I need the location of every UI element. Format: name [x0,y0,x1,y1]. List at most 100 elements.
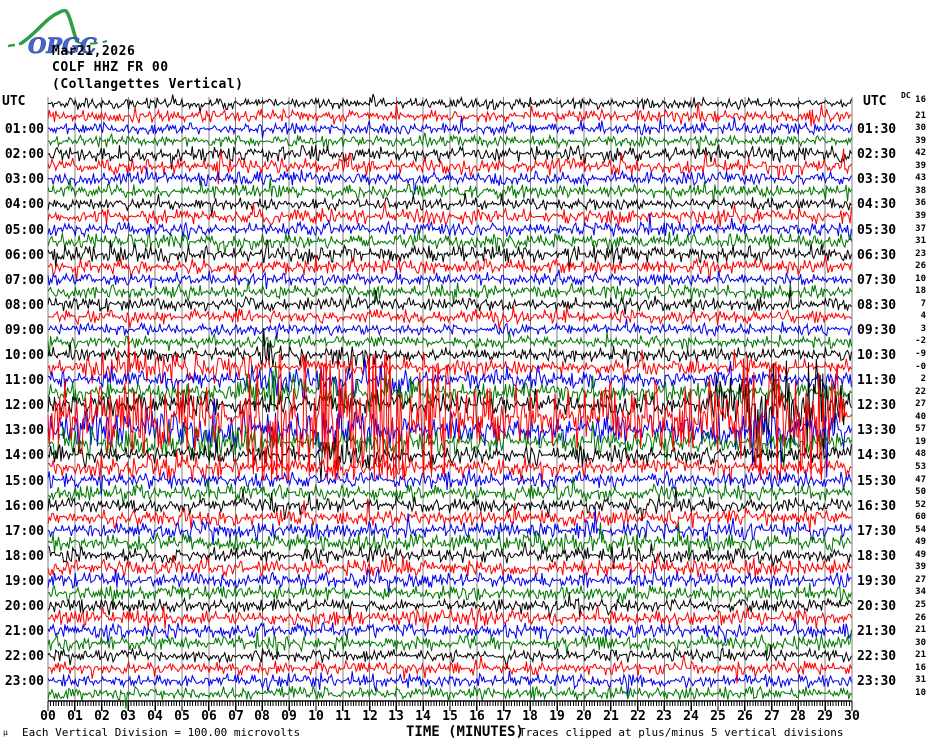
minute-label: 02 [94,709,110,724]
dc-value: 7 [920,299,926,309]
trace-line-36 [47,542,852,569]
trace-line-34 [47,507,852,546]
dc-value: 43 [915,173,926,183]
minute-label: 11 [335,709,351,724]
trace-line-25 [47,354,852,481]
left-time-label: 07:00 [4,273,44,288]
right-time-label: 19:30 [857,574,897,589]
right-time-label: 08:30 [857,298,897,313]
dc-value: 31 [915,675,926,685]
trace-line-20 [47,327,852,371]
dc-value: 10 [915,274,926,284]
trace-line-6 [47,167,852,195]
utc-header-left: UTC [2,94,26,109]
minute-label: 09 [281,709,297,724]
right-time-label: 06:30 [857,248,897,263]
dc-value: 30 [915,123,926,133]
x-axis-title: TIME (MINUTES) [405,724,524,740]
trace-line-14 [47,269,852,290]
right-time-label: 12:30 [857,398,897,413]
trace-line-47 [47,684,852,709]
trace-line-16 [47,289,852,315]
trace-line-3 [47,132,852,153]
left-time-label: 20:00 [4,599,44,614]
minute-label: 12 [362,709,378,724]
trace-line-15 [47,281,852,305]
left-time-label: 16:00 [4,499,44,514]
trace-line-13 [47,254,852,282]
minute-label: 04 [147,709,163,724]
trace-line-37 [47,552,852,579]
right-time-label: 04:30 [857,197,897,212]
trace-line-1 [47,102,852,127]
logo-text: OPGC [28,33,97,58]
station-name-title: (Collangettes Vertical) [52,77,244,92]
left-time-label: 22:00 [4,649,44,664]
left-time-label: 06:00 [4,248,44,263]
dc-value: 21 [915,625,926,635]
trace-line-10 [47,213,852,241]
right-time-label: 07:30 [857,273,897,288]
trace-line-42 [47,619,852,645]
trace-line-28 [47,437,852,482]
dc-value: 22 [915,387,926,397]
minute-label: 25 [710,709,726,724]
right-time-label: 10:30 [857,348,897,363]
trace-line-19 [47,331,852,357]
dc-value: 57 [915,424,926,434]
right-time-label: 03:30 [857,172,897,187]
minute-label: 14 [415,709,431,724]
corner-mark: µ [3,728,8,737]
trace-line-12 [47,239,852,270]
division-note: Each Vertical Division = 100.00 microvol… [22,726,301,739]
dc-value: 39 [915,562,926,572]
dc-value: 18 [915,286,926,296]
minute-label: 21 [603,709,619,724]
minute-label: 29 [817,709,833,724]
dc-value: 49 [915,550,926,560]
minute-label: 06 [201,709,217,724]
station-code-title: COLF HHZ FR 00 [52,60,169,75]
trace-line-2 [47,116,852,139]
trace-line-8 [47,193,852,216]
trace-line-46 [47,670,852,697]
right-time-label: 09:30 [857,323,897,338]
right-time-label: 15:30 [857,474,897,489]
left-time-label: 23:00 [4,674,44,689]
left-time-label: 12:00 [4,398,44,413]
left-time-label: 15:00 [4,474,44,489]
dc-value: 16 [915,95,926,105]
trace-line-39 [47,582,852,605]
minute-label: 28 [790,709,806,724]
trace-line-7 [47,178,852,204]
trace-line-0 [47,93,852,114]
left-time-label: 09:00 [4,323,44,338]
right-time-label: 21:30 [857,624,897,639]
dc-value: -0 [915,362,926,372]
dc-value: 30 [915,638,926,648]
dc-value: 26 [915,261,926,271]
minute-label: 27 [764,709,780,724]
dc-value: 10 [915,688,926,698]
trace-line-40 [47,593,852,619]
trace-line-33 [47,498,852,533]
minute-label: 19 [549,709,565,724]
minute-label: 26 [737,709,753,724]
dc-value: 25 [915,600,926,610]
dc-value: 23 [915,249,926,259]
right-time-label: 01:30 [857,122,897,137]
dc-value: 47 [915,475,926,485]
dc-value: 54 [915,525,926,535]
dc-value: 60 [915,512,926,522]
trace-line-30 [47,469,852,496]
utc-header-right: UTC [863,94,887,109]
dc-value: 42 [915,148,926,158]
dc-value: 16 [915,663,926,673]
minute-label: 16 [469,709,485,724]
dc-value: 34 [915,587,926,597]
minute-label: 03 [120,709,136,724]
minute-label: 30 [844,709,860,724]
left-time-label: 14:00 [4,448,44,463]
trace-line-11 [47,228,852,255]
